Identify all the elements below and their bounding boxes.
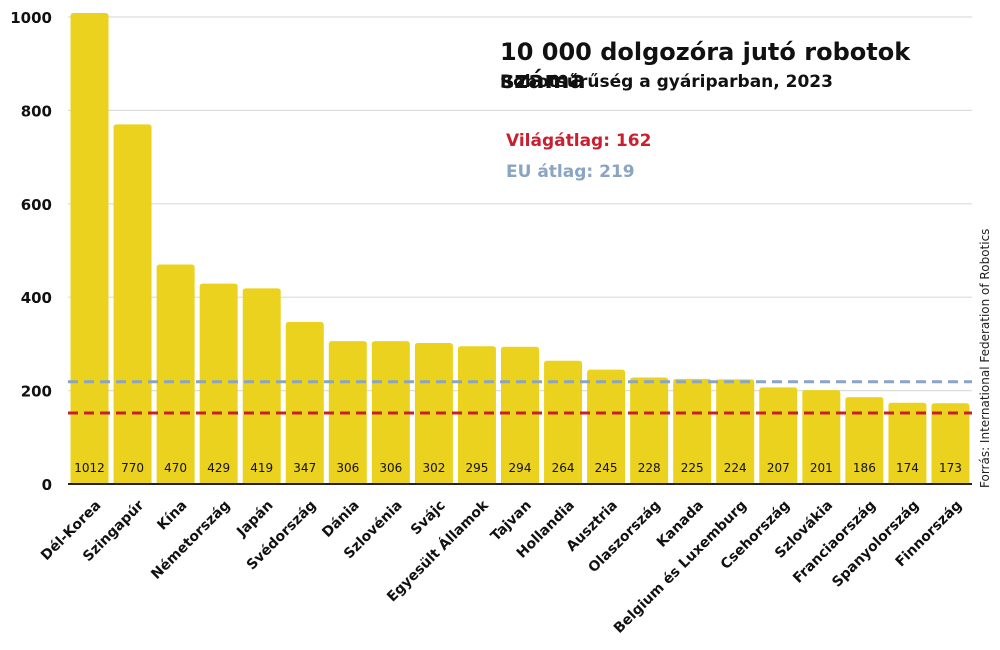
bar [156,264,195,484]
y-tick-label: 200 [21,383,52,401]
x-tick-label: Németország [148,498,233,583]
data-label: 225 [681,461,704,475]
x-tick-label: Kína [154,498,190,534]
chart-subtitle: Robotsűrűség a gyáriparban, 2023 [500,72,833,92]
data-label: 294 [509,461,532,475]
data-label: 264 [552,461,575,475]
world-average-label: Világátlag: 162 [506,131,652,151]
data-label: 245 [595,461,618,475]
y-tick-label: 1000 [10,9,52,27]
data-label: 770 [121,461,144,475]
bar [759,387,798,484]
bar [888,402,927,484]
x-tick-label: Japán [233,498,276,541]
data-label: 201 [810,461,833,475]
data-label: 224 [724,461,747,475]
data-label: 347 [293,461,316,475]
data-label: 306 [379,461,402,475]
data-label: 1012 [74,461,105,475]
bar [673,378,712,484]
bar [544,360,583,484]
data-label: 173 [939,461,962,475]
data-label: 174 [896,461,919,475]
bar [845,397,884,484]
bar [242,288,281,484]
bar [70,13,109,484]
x-tick-label: Svájc [408,498,449,539]
bar [414,342,453,484]
data-label: 429 [207,461,230,475]
bar [630,377,669,484]
data-label: 186 [853,461,876,475]
data-label: 306 [336,461,359,475]
bar [285,321,324,484]
y-tick-label: 400 [21,289,52,307]
data-label: 295 [465,461,488,475]
chart-title: 10 000 dolgozóra jutó robotok száma [500,38,911,94]
eu-average-label: EU átlag: 219 [506,162,635,182]
source-note: Forrás: International Federation of Robo… [978,228,992,488]
bar [501,346,539,484]
data-label: 228 [638,461,661,475]
bar [716,379,755,484]
data-label: 470 [164,461,187,475]
data-label: 419 [250,461,273,475]
bar [587,369,626,484]
y-tick-label: 0 [42,476,52,494]
bar [113,124,152,484]
bar [199,283,238,484]
data-label: 302 [422,461,445,475]
x-tick-label: Dánia [319,498,362,541]
data-label: 207 [767,461,790,475]
y-tick-label: 600 [21,196,52,214]
y-tick-label: 800 [21,102,52,120]
bar [931,403,970,484]
